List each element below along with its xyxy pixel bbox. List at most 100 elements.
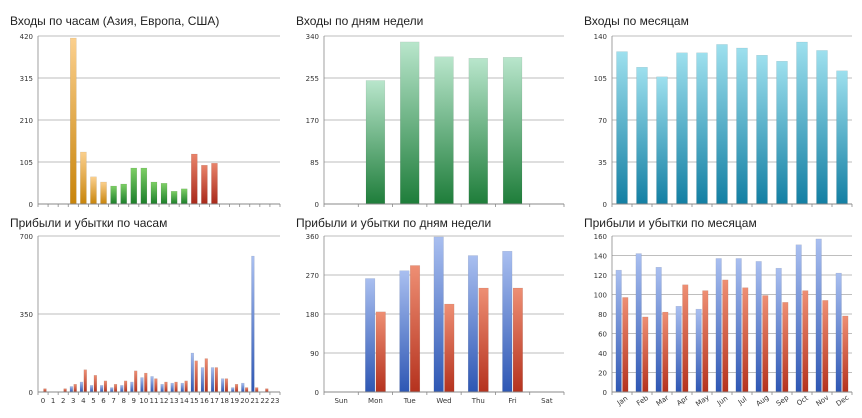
y-tick-label: 35 [598,159,607,167]
monthly-logins-chart: Входы по месяцам 03570105140JanFebMarApr… [584,14,856,208]
bar-Jul [736,47,748,205]
profit-bar-15 [190,352,194,393]
loss-bar-12 [164,381,168,393]
bar-17 [211,162,218,205]
x-tick-label: Mon [368,397,383,405]
x-tick-label: 1 [51,397,55,405]
profit-bar-13 [170,382,174,393]
bar-Jan [616,51,628,205]
bar-Dec [836,70,848,205]
x-tick-label: 18 [220,397,229,405]
weekday-logins-plot: 085170255340SunMonTueWedThuFriSat [306,33,565,208]
profit-bar-4 [79,381,84,393]
x-tick-label: 14 [180,397,189,405]
x-tick-label: Fri [508,397,516,405]
x-tick-label: 17 [210,397,219,405]
x-tick-label: 12 [160,397,169,405]
loss-bar-Fri [512,287,523,393]
y-tick-label: 0 [603,389,607,397]
loss-bar-8 [124,380,128,393]
x-tick-label: Jun [715,394,729,407]
profit-bar-11 [150,376,154,393]
profit-bar-Thu [467,255,478,393]
loss-bar-9 [134,370,138,393]
y-tick-label: 170 [306,117,319,125]
x-tick-label: 22 [260,397,269,405]
bar-7 [110,185,117,205]
y-tick-label: 40 [598,350,607,358]
loss-bar-4 [83,369,87,393]
loss-bar-0 [43,388,47,393]
x-tick-label: 3 [71,397,75,405]
bar-11 [150,181,158,205]
bar-Apr [676,52,688,205]
loss-bar-19 [234,383,239,393]
monthly-logins-plot: 03570105140JanFebMarAprMayJunJulAugSepOc… [594,33,853,208]
profit-bar-18 [221,378,225,393]
y-tick-label: 140 [594,33,607,41]
loss-bar-16 [204,358,208,393]
bar-12 [160,182,168,205]
profit-bar-Nov [815,238,822,393]
x-tick-label: 5 [91,397,95,405]
loss-bar-Sep [782,302,789,393]
x-tick-label: 6 [101,397,106,405]
x-tick-label: Sat [541,397,553,405]
profit-bar-Jun [715,258,722,393]
chart-title: Входы по дням недели [296,14,424,28]
profit-bar-Apr [675,305,682,393]
hourly-logins-chart: Входы по часам (Азия, Европа, США) 0 105 2… [10,14,285,208]
x-tick-label: 9 [132,397,136,405]
hourly-logins-plot: 0105210315420012345678910111213141516171… [20,33,281,208]
x-tick-label: 8 [121,397,125,405]
x-tick-label: 20 [240,397,249,405]
chart-title: Входы по часам (Азия, Европа, США) [10,14,220,28]
profit-bar-Feb [635,253,642,393]
y-tick-label: 20 [598,370,607,378]
bar-May [696,52,708,205]
x-tick-label: Jul [736,395,748,407]
y-tick-label: 80 [598,311,607,319]
x-tick-label: 10 [139,397,148,405]
profit-bar-21 [251,255,255,393]
profit-bar-5 [89,385,94,393]
profit-bar-14 [180,382,184,393]
x-tick-label: Nov [815,394,831,408]
x-tick-label: Sep [775,393,791,407]
loss-bar-18 [224,378,229,393]
loss-bar-May [702,290,709,393]
y-tick-label: 70 [598,117,607,125]
loss-bar-11 [154,378,158,393]
profit-bar-3 [69,386,73,393]
profit-bar-16 [200,367,205,393]
y-tick-label: 0 [603,201,607,208]
loss-bar-Dec [842,315,849,393]
profit-bar-Aug [755,261,762,393]
x-tick-label: 7 [111,397,115,405]
loss-bar-Jun [722,279,729,393]
y-tick-label: 315 [20,75,33,83]
bar-Thu [468,58,488,205]
loss-bar-14 [184,380,188,393]
bar-Tue [400,41,420,205]
profit-bar-12 [160,383,164,393]
x-tick-label: Feb [635,394,650,408]
loss-bar-2 [63,388,67,393]
x-tick-label: May [694,393,710,408]
y-tick-label: 90 [310,350,319,358]
loss-bar-Thu [478,287,489,393]
y-tick-label: 60 [598,331,607,339]
profit-bar-Jul [735,258,742,393]
x-tick-label: 0 [41,397,45,405]
y-tick-label: 105 [20,159,33,167]
profit-bar-6 [100,385,104,393]
loss-bar-5 [93,375,97,393]
profit-bar-9 [130,381,134,393]
loss-bar-20 [245,387,249,393]
loss-bar-Apr [682,284,689,393]
loss-bar-7 [113,383,118,393]
bar-5 [90,176,97,205]
y-tick-label: 360 [306,233,319,241]
profit-bar-Jan [615,269,622,393]
